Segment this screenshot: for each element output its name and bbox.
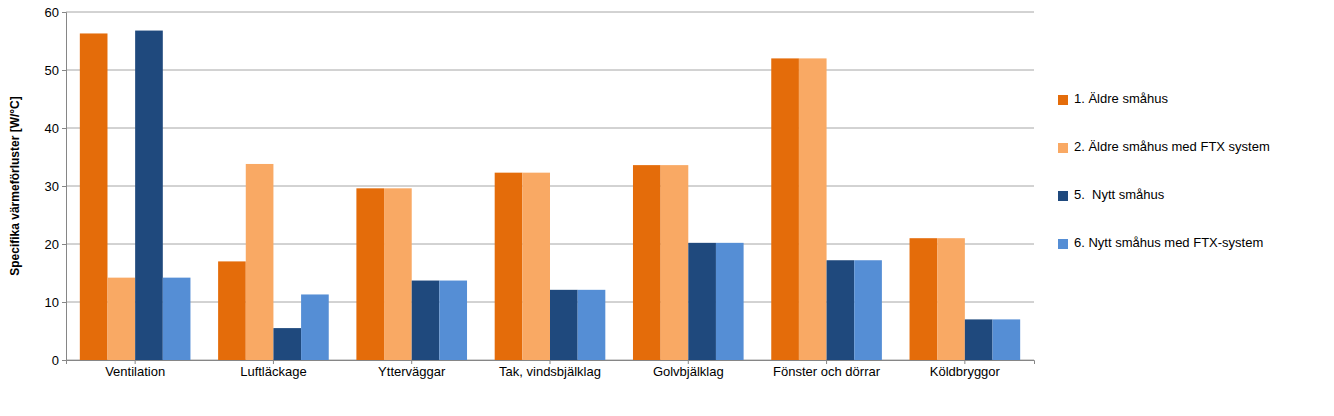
y-tick-mark xyxy=(62,186,66,187)
y-tick-mark xyxy=(62,244,66,245)
bar xyxy=(439,281,467,360)
bar xyxy=(993,319,1021,360)
bar-series xyxy=(163,243,1020,360)
x-tick-label: Luftläckage xyxy=(240,364,307,379)
bar xyxy=(412,281,440,360)
x-tick: Ventilation xyxy=(105,360,165,379)
x-tick: Fönster och dörrar xyxy=(773,360,881,379)
bar xyxy=(495,173,523,360)
bar xyxy=(910,238,938,360)
grid xyxy=(66,12,1034,360)
x-tick-label: Tak, vindsbjälklag xyxy=(499,364,601,379)
y-axis-line xyxy=(62,13,67,361)
x-tick-label-line: Golvbjälklag xyxy=(653,364,724,379)
bar xyxy=(799,58,827,360)
chart: 0 10 20 30 40 50 60 Ventilation Luftläckage Ytter… xyxy=(0,0,1334,416)
bar xyxy=(550,290,578,360)
x-tick-label: Ytterväggar xyxy=(378,364,446,379)
y-tick-mark xyxy=(62,12,66,13)
legend-label: 5. Nytt småhus xyxy=(1074,187,1165,202)
x-tick-label-line: Tak, vindsbjälklag xyxy=(499,364,601,379)
legend-swatch xyxy=(1058,143,1068,153)
x-tick: Luftläckage xyxy=(240,360,307,379)
y-tick-label: 50 xyxy=(45,63,59,78)
x-tick-label: Golvbjälklag xyxy=(653,364,724,379)
bar xyxy=(301,294,329,360)
y-tick-mark xyxy=(62,128,66,129)
y-tick: 30 xyxy=(45,179,66,194)
bar xyxy=(384,188,412,360)
bar-series xyxy=(107,58,964,360)
plot-area: 0 10 20 30 40 50 60 Ventilation Luftläckage Ytter… xyxy=(45,5,1035,380)
legend-label: 1. Äldre småhus xyxy=(1074,91,1168,106)
bar xyxy=(965,319,993,360)
legend-swatch xyxy=(1058,239,1068,249)
x-tick-label: Köldbryggor xyxy=(930,364,1001,379)
bar xyxy=(163,278,191,360)
x-tick: Tak, vindsbjälklag xyxy=(499,360,601,379)
y-tick-mark xyxy=(62,70,66,71)
bars xyxy=(80,31,1020,360)
bar xyxy=(633,165,661,360)
grid-line xyxy=(66,12,1034,13)
bar xyxy=(716,243,744,360)
bar xyxy=(854,260,882,360)
y-tick-mark xyxy=(62,302,66,303)
legend-item: 6. Nytt småhus med FTX-system xyxy=(1058,235,1263,250)
y-tick-label: 40 xyxy=(45,121,59,136)
bar-series xyxy=(80,33,937,360)
bar xyxy=(661,165,689,360)
y-axis: 0 10 20 30 40 50 60 xyxy=(45,5,67,368)
y-tick-label: 10 xyxy=(45,295,59,310)
legend-item: 1. Äldre småhus xyxy=(1058,91,1168,106)
x-tick-label-line: Köldbryggor xyxy=(930,364,1001,379)
legend-label: 6. Nytt småhus med FTX-system xyxy=(1074,235,1263,250)
x-tick-label: Fönster och dörrar xyxy=(773,364,881,379)
x-tick-label-line: Fönster och dörrar xyxy=(773,364,881,379)
y-tick-label: 20 xyxy=(45,237,59,252)
x-axis: Ventilation Luftläckage Ytterväggar Tak, vi… xyxy=(67,360,1035,379)
x-tick: Ytterväggar xyxy=(378,360,446,379)
grid-line xyxy=(66,70,1034,71)
bar xyxy=(771,58,799,360)
bar xyxy=(356,188,384,360)
bar xyxy=(578,290,606,360)
bar xyxy=(688,243,716,360)
grid-line xyxy=(66,128,1034,129)
bar xyxy=(937,238,965,360)
x-tick-label-line: Luftläckage xyxy=(240,364,307,379)
bar-series xyxy=(135,31,992,360)
bar xyxy=(522,173,550,360)
y-tick: 50 xyxy=(45,63,66,78)
y-tick: 20 xyxy=(45,237,66,252)
x-tick: Golvbjälklag xyxy=(653,360,724,379)
bar xyxy=(135,31,163,360)
bar xyxy=(218,261,246,360)
x-tick-label-line: Ytterväggar xyxy=(378,364,446,379)
y-tick-label: 60 xyxy=(45,5,59,20)
y-tick: 60 xyxy=(45,5,66,20)
y-tick: 0 xyxy=(52,353,66,368)
legend-label: 2. Äldre småhus med FTX system xyxy=(1074,139,1270,154)
legend-swatch xyxy=(1058,95,1068,105)
legend-swatch xyxy=(1058,191,1068,201)
y-tick-label: 30 xyxy=(45,179,59,194)
bar xyxy=(827,260,855,360)
bar xyxy=(246,164,274,360)
y-tick-label: 0 xyxy=(52,353,59,368)
x-tick-label: Ventilation xyxy=(105,364,165,379)
legend-item: 2. Äldre småhus med FTX system xyxy=(1058,139,1270,154)
legend-item: 5. Nytt småhus xyxy=(1058,187,1165,202)
x-tick-label-line: Ventilation xyxy=(105,364,165,379)
y-tick: 10 xyxy=(45,295,66,310)
y-tick-mark xyxy=(62,360,66,361)
y-axis-title: Specifika värmeförluster [W/°C] xyxy=(8,96,22,276)
bar xyxy=(107,278,135,360)
x-tick: Köldbryggor xyxy=(930,360,1001,379)
legend: 1. Äldre småhus 2. Äldre småhus med FTX s… xyxy=(1058,91,1270,250)
bar xyxy=(80,33,108,360)
bar xyxy=(273,328,301,360)
y-tick: 40 xyxy=(45,121,66,136)
